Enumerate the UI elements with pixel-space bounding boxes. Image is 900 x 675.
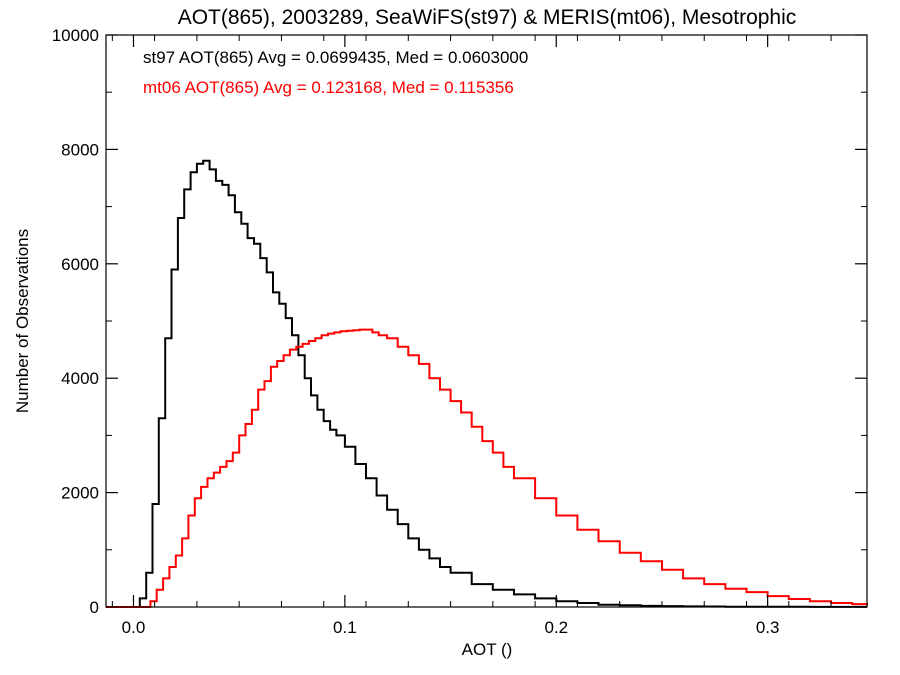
y-tick-label: 6000	[61, 255, 99, 274]
annotation-mt06: mt06 AOT(865) Avg = 0.123168, Med = 0.11…	[143, 78, 514, 97]
y-tick-label: 8000	[61, 140, 99, 159]
series-layer	[106, 159, 868, 608]
chart-title: AOT(865), 2003289, SeaWiFS(st97) & MERIS…	[178, 6, 797, 29]
annotation-st97: st97 AOT(865) Avg = 0.0699435, Med = 0.0…	[143, 48, 528, 67]
x-tick-label: 0.1	[333, 618, 357, 637]
series-line-0	[106, 159, 867, 608]
y-tick-label: 0	[90, 598, 99, 617]
y-tick-label: 2000	[61, 484, 99, 503]
x-tick-label: 0.0	[122, 618, 146, 637]
y-axis-label: Number of Observations	[13, 229, 32, 413]
y-tick-label: 10000	[52, 26, 99, 45]
x-tick-label: 0.2	[544, 618, 568, 637]
x-axis-label: AOT ()	[462, 640, 513, 659]
axis-layer: 0.0 0.1 0.2 0.3 0 2000 4000 6000 8000 10000	[52, 26, 867, 637]
y-tick-label: 4000	[61, 369, 99, 388]
series-line-1	[106, 328, 868, 608]
plot-frame	[105, 34, 868, 608]
x-tick-label: 0.3	[756, 618, 780, 637]
